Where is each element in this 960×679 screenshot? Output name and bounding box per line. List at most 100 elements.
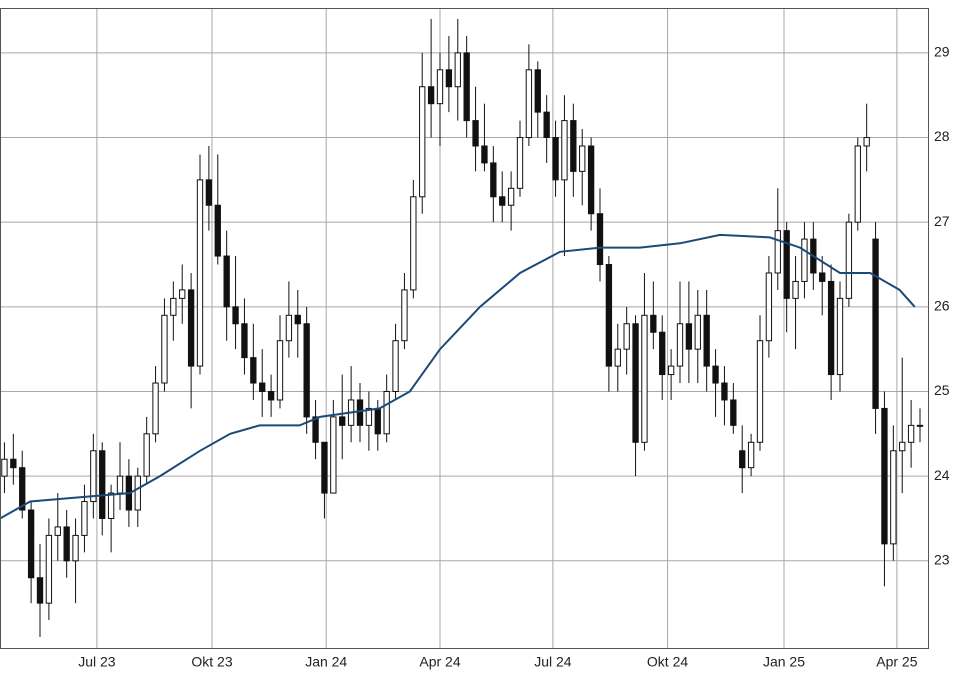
candle-body <box>205 179 213 206</box>
candle-body <box>214 204 221 257</box>
candle-body <box>383 390 390 435</box>
candle-body <box>10 458 17 469</box>
candle-body <box>525 69 533 139</box>
candle-body <box>561 120 568 181</box>
candle-body <box>223 255 230 308</box>
x-tick-label: Jul 24 <box>534 654 572 670</box>
candle-body <box>614 348 621 367</box>
candle-body <box>276 340 284 401</box>
candle-body <box>1 458 8 477</box>
candle-body <box>232 306 239 325</box>
candle-body <box>863 137 870 147</box>
candle-body <box>499 196 506 206</box>
candle-body <box>116 475 124 494</box>
candle-body <box>321 441 328 494</box>
candle-body <box>81 501 88 536</box>
candle-body <box>454 52 461 88</box>
moving-average-line <box>0 233 916 520</box>
candle-body <box>552 137 559 181</box>
candle-body <box>312 416 319 443</box>
candle-body <box>19 467 26 511</box>
candle-body <box>792 280 799 299</box>
candle-body <box>259 382 266 392</box>
candle-body <box>890 450 897 545</box>
candle-body <box>356 399 364 426</box>
candle-body <box>872 238 879 409</box>
candle-body <box>267 390 275 401</box>
candle-body <box>605 264 613 367</box>
candle-body <box>45 534 53 604</box>
candle-body <box>410 196 417 291</box>
candle-body <box>774 230 781 274</box>
candle-body <box>27 509 35 579</box>
candle-body <box>632 323 639 443</box>
candle-body <box>63 526 70 562</box>
candle-body <box>854 145 861 223</box>
candle-body <box>596 213 604 266</box>
candle-body <box>187 289 195 367</box>
candle-body <box>827 280 835 376</box>
candle-body <box>712 365 719 384</box>
x-tick-label: Apr 24 <box>419 654 460 670</box>
y-tick-label: 29 <box>934 44 950 60</box>
candle-body <box>899 441 906 452</box>
candle-body <box>836 297 844 376</box>
candle-body <box>419 86 426 198</box>
candle-body <box>747 441 755 469</box>
candle-body <box>534 69 541 113</box>
candle-body <box>676 323 684 367</box>
y-tick-label: 28 <box>934 128 950 144</box>
candle-body <box>543 111 550 139</box>
candle-body <box>90 450 97 503</box>
candle-body <box>490 162 497 198</box>
candle-body <box>641 314 648 443</box>
candle-body <box>143 433 150 477</box>
candle-body <box>72 534 79 562</box>
y-tick-label: 25 <box>934 382 950 398</box>
candle-body <box>401 289 408 342</box>
candle-body <box>739 450 746 469</box>
candle-body <box>694 314 701 350</box>
candle-body <box>703 314 710 367</box>
candle-body <box>579 145 586 172</box>
candle-body <box>650 314 657 333</box>
candle-body <box>472 120 479 147</box>
candle-body <box>36 577 44 604</box>
candle-body <box>303 323 310 418</box>
y-tick-label: 24 <box>934 467 950 483</box>
candle-body <box>250 357 257 384</box>
candle-body <box>107 492 115 519</box>
x-tick-label: Jan 25 <box>763 654 805 670</box>
candle-body <box>196 179 204 367</box>
candle-body <box>587 145 595 215</box>
x-tick-label: Jan 24 <box>305 654 347 670</box>
plot-frame <box>0 8 929 649</box>
candle-body <box>685 323 693 350</box>
candle-body <box>339 416 346 426</box>
candle-body <box>330 416 337 494</box>
y-tick-label: 26 <box>934 298 950 314</box>
candle-body <box>99 450 106 519</box>
candle-body <box>170 297 177 316</box>
x-tick-label: Jul 23 <box>78 654 116 670</box>
candle-body <box>179 289 186 299</box>
candle-body <box>916 424 924 427</box>
x-tick-label: Apr 25 <box>876 654 917 670</box>
candle-body <box>881 407 888 545</box>
candle-body <box>445 69 453 88</box>
candle-body <box>285 314 293 342</box>
candle-body <box>134 475 141 511</box>
candle-body <box>659 331 666 376</box>
candle-body <box>721 382 728 401</box>
candle-body <box>374 407 381 435</box>
candle-body <box>730 399 737 426</box>
y-tick-label: 23 <box>934 552 950 568</box>
candle-body <box>54 526 61 536</box>
candle-body <box>241 323 248 359</box>
candle-body <box>623 323 630 350</box>
candle-body <box>667 365 675 376</box>
candle-body <box>756 340 764 443</box>
candle-body <box>570 120 577 172</box>
candle-body <box>365 407 373 426</box>
